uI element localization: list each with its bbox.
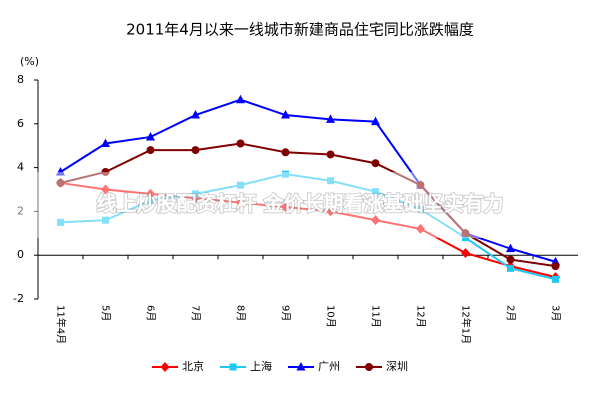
marker [416,223,425,234]
marker [281,202,290,213]
marker [102,216,109,224]
series-line [60,173,556,281]
marker [147,196,154,204]
x-tick-label: 9月 [280,305,292,321]
series-line [59,98,556,263]
marker [56,178,65,187]
marker [146,131,155,141]
marker [371,215,380,226]
marker [461,229,470,238]
marker [372,188,379,196]
x-tick-label: 12年1月 [460,305,473,344]
x-tick-label: 11月 [370,305,382,328]
marker [57,218,64,226]
marker [229,363,237,371]
y-tick-label: 2 [17,204,24,217]
y-axis-label: (%) [20,55,39,68]
y-tick-label: 6 [17,117,24,130]
marker [416,181,425,190]
marker [371,159,380,168]
x-tick-label: 7月 [190,305,202,321]
marker [237,181,244,189]
marker [506,243,515,253]
marker [296,362,306,371]
marker [326,150,335,159]
x-tick-label: 12月 [415,305,427,328]
legend-label: 上海 [250,359,272,373]
plot: -2 0 2 4 6 8 11年4月 5月 6月 7月 8月 9月 10月 11月 12月 12年1月 2月 3月… [13,73,578,373]
marker [146,188,155,199]
y-tick-label: 8 [17,73,24,86]
banner [0,172,600,238]
marker [327,177,334,185]
marker [462,234,469,242]
x-tick-label: 6月 [145,305,157,321]
marker [461,248,470,259]
series-line [60,142,556,268]
marker [160,362,170,372]
chart-title: 2011年4月以来一线城市新建商品住宅同比涨跌幅度 [126,21,474,39]
marker [371,116,380,126]
legend-label: 深圳 [386,360,408,373]
marker [101,167,110,176]
marker [101,184,110,195]
marker [551,262,560,271]
marker [365,363,373,371]
marker [281,148,290,157]
x-tick-label: 11年4月 [55,305,68,344]
marker [236,197,245,208]
marker [192,190,199,198]
marker [507,264,514,272]
legend-label: 北京 [182,359,204,373]
marker [552,275,559,283]
x-tick-label: 10月 [325,305,337,328]
x-tick-label: 8月 [235,305,247,321]
legend-label: 广州 [318,360,340,373]
marker [101,138,110,148]
x-tick-label: 2月 [505,305,517,321]
marker [282,170,289,178]
marker [146,146,155,155]
y-tick-label: -2 [13,292,24,305]
y-tick-label: 4 [17,161,24,174]
x-tick-label: 5月 [100,305,112,321]
marker [191,110,200,119]
marker [326,206,335,217]
marker [506,255,515,264]
banner-text: 线上炒股配资杠杆 金价长期看涨基础坚实有力 [97,192,504,216]
marker [326,114,335,123]
marker [281,110,290,119]
marker [417,205,424,213]
series-line [60,181,556,279]
marker [236,139,245,148]
y-tick-label: 0 [17,248,24,261]
marker [236,94,245,104]
marker [56,166,65,176]
x-tick-label: 3月 [550,305,562,321]
marker [191,146,200,155]
